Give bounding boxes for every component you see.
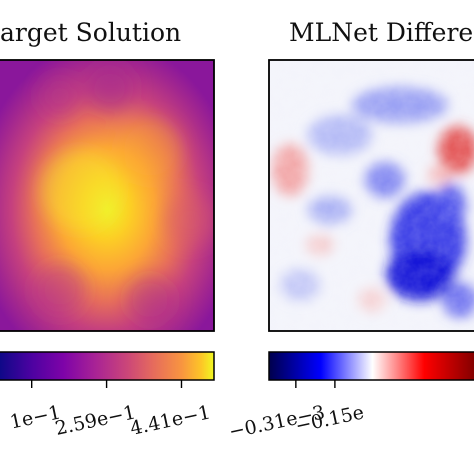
heatmap-blob: [164, 194, 214, 246]
colorbar-ticks-difference: −0.31e−3−0.15e: [227, 380, 366, 443]
heatmap-blob: [34, 264, 86, 316]
title-mlnet-difference: MLNet Differe: [289, 18, 473, 47]
heatmap-mlnet-difference: [269, 60, 474, 331]
heatmap-blob: [126, 276, 174, 324]
heatmap-blobs: [34, 64, 214, 324]
title-target-solution: arget Solution: [0, 18, 181, 47]
heatmap-blob: [40, 76, 80, 116]
heatmap-frame: [0, 59, 215, 332]
heatmap-blob: [40, 150, 120, 230]
heatmap-blob: [118, 118, 182, 182]
colorbar-tick-label: 4.41e−1: [128, 401, 212, 439]
colorbar-ticks-target: 1e−12.59e−14.41e−1: [8, 380, 213, 440]
heatmap-target-solution: [0, 60, 214, 331]
heatmap-noise: [269, 60, 474, 331]
colorbar-tick-label: 2.59e−1: [53, 401, 137, 439]
colorbar-seismic: [268, 351, 474, 381]
colorbar-plasma: [0, 351, 215, 381]
heatmap-frame: [268, 59, 474, 332]
heatmap-blob: [86, 64, 134, 112]
